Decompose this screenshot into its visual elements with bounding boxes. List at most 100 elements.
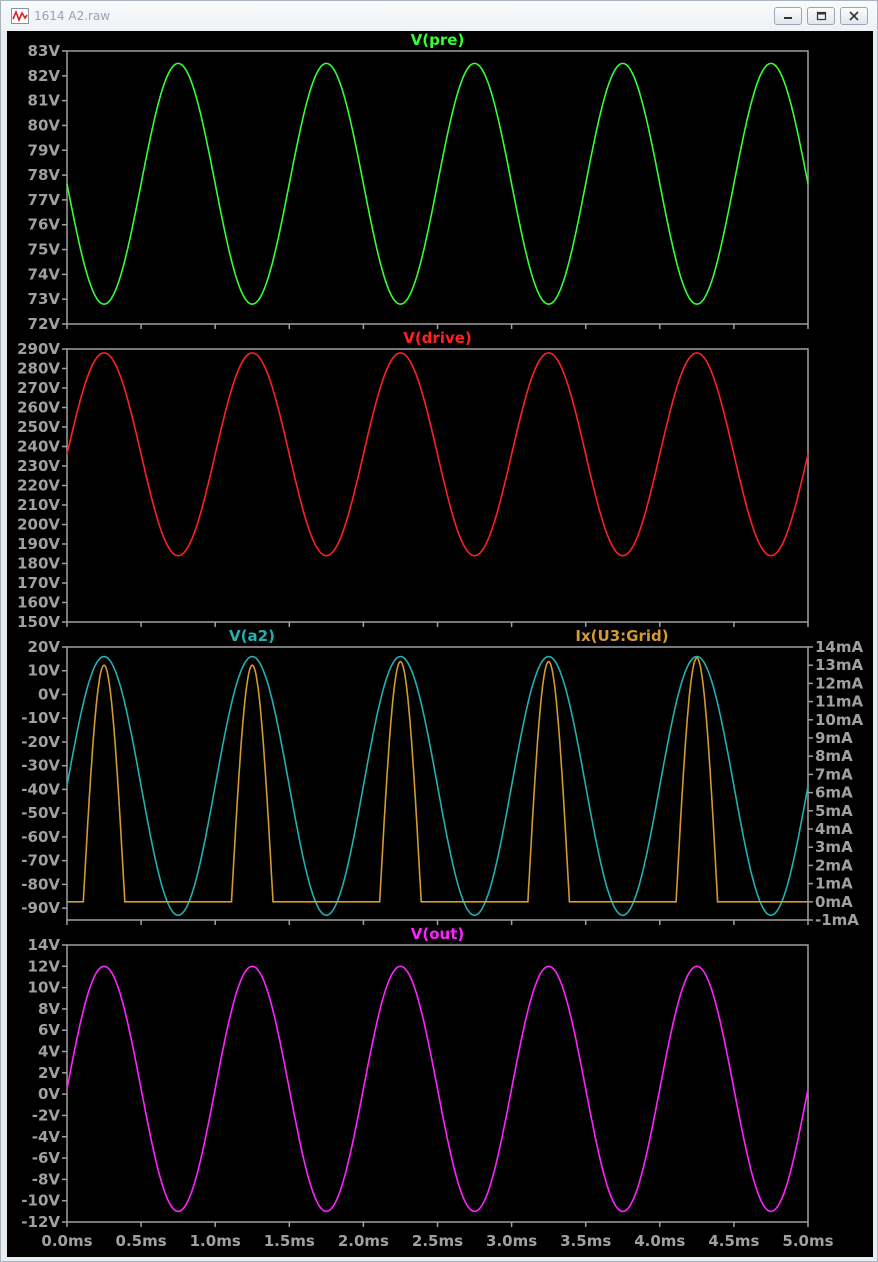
- y-tick-label: -6V: [32, 1149, 61, 1167]
- y-tick-label: -30V: [21, 757, 60, 775]
- window-title: 1614 A2.raw: [34, 9, 111, 23]
- minimize-button[interactable]: [774, 7, 802, 25]
- x-tick-label: 1.5ms: [264, 1232, 315, 1250]
- close-icon: [849, 11, 859, 21]
- y-tick-label: 10V: [28, 979, 61, 997]
- y2-tick-label: -1mA: [815, 911, 859, 929]
- y-tick-label: 8V: [38, 1000, 60, 1018]
- y-tick-label: 75V: [28, 241, 61, 259]
- x-tick-label: 4.5ms: [708, 1232, 759, 1250]
- y-tick-label: -80V: [21, 875, 60, 893]
- y-tick-label: 76V: [28, 216, 61, 234]
- panel-title: V(drive): [403, 329, 472, 347]
- y-tick-label: 78V: [28, 166, 61, 184]
- y-tick-label: 83V: [28, 42, 61, 60]
- minimize-icon: [784, 17, 792, 19]
- plot-frame-2: [66, 348, 809, 623]
- series-line-ix-u3-grid-: [67, 656, 808, 903]
- y2-tick-label: 6mA: [815, 784, 853, 802]
- y-tick-label: 280V: [17, 360, 60, 378]
- y-tick-label: 150V: [17, 613, 60, 631]
- close-button[interactable]: [840, 7, 868, 25]
- y-tick-label: 170V: [17, 574, 60, 592]
- restore-icon: [816, 11, 827, 21]
- y2-tick-label: 13mA: [815, 656, 864, 674]
- x-tick-label: 0.5ms: [116, 1232, 167, 1250]
- series-line-v-pre-: [66, 62, 809, 305]
- y-tick-label: -2V: [32, 1106, 61, 1124]
- waveform-app-icon: [11, 8, 29, 24]
- x-tick-label: 2.0ms: [338, 1232, 389, 1250]
- y-tick-label: 79V: [28, 141, 61, 159]
- panel-title: V(pre): [411, 31, 465, 49]
- y-tick-label: 0V: [38, 1085, 60, 1103]
- y-tick-label: 74V: [28, 265, 61, 283]
- y-tick-label: 210V: [17, 496, 60, 514]
- y-tick-label: 6V: [38, 1021, 60, 1039]
- y2-tick-label: 2mA: [815, 856, 853, 874]
- y-tick-label: 290V: [17, 340, 60, 358]
- y-tick-label: 80V: [28, 116, 61, 134]
- y-tick-label: -12V: [21, 1213, 60, 1231]
- title-bar[interactable]: 1614 A2.raw: [1, 1, 877, 31]
- y-tick-label: 200V: [17, 516, 60, 534]
- y-tick-label: -8V: [32, 1170, 61, 1188]
- y-tick-label: 72V: [28, 315, 61, 333]
- x-tick-label: 1.0ms: [190, 1232, 241, 1250]
- series-line-v-drive-: [66, 352, 809, 557]
- x-tick-label: 4.0ms: [634, 1232, 685, 1250]
- restore-button[interactable]: [807, 7, 835, 25]
- y2-tick-label: 5mA: [815, 802, 853, 820]
- plot-area[interactable]: [7, 31, 873, 1257]
- y-tick-label: 10V: [28, 662, 61, 680]
- y-tick-label: -40V: [21, 780, 60, 798]
- x-tick-label: 5.0ms: [782, 1232, 833, 1250]
- series-legend-label: Ix(U3:Grid): [575, 627, 668, 645]
- y-tick-label: 77V: [28, 191, 61, 209]
- y-tick-label: 4V: [38, 1043, 60, 1061]
- y-tick-label: 230V: [17, 457, 60, 475]
- y2-tick-label: 0mA: [815, 893, 853, 911]
- y2-tick-label: 10mA: [815, 711, 864, 729]
- y-tick-label: 190V: [17, 535, 60, 553]
- y-tick-label: 270V: [17, 379, 60, 397]
- y-tick-label: 20V: [28, 638, 61, 656]
- y-tick-label: -50V: [21, 804, 60, 822]
- y-tick-label: 250V: [17, 418, 60, 436]
- x-tick-label: 3.5ms: [560, 1232, 611, 1250]
- y-tick-label: -4V: [32, 1128, 61, 1146]
- plot-frame-4: [66, 944, 809, 1223]
- y-tick-label: 14V: [28, 936, 61, 954]
- y-tick-label: 12V: [28, 957, 61, 975]
- y2-tick-label: 7mA: [815, 765, 853, 783]
- y-tick-label: -90V: [21, 899, 60, 917]
- y-tick-label: 0V: [38, 685, 60, 703]
- y-tick-label: -10V: [21, 1192, 60, 1210]
- series-line-v-out-: [66, 965, 809, 1213]
- y2-tick-label: 8mA: [815, 747, 853, 765]
- y-tick-label: 81V: [28, 92, 61, 110]
- y2-tick-label: 9mA: [815, 729, 853, 747]
- x-tick-label: 0.0ms: [41, 1232, 92, 1250]
- series-legend-label: V(a2): [229, 627, 275, 645]
- y-tick-label: -70V: [21, 852, 60, 870]
- y-tick-label: 160V: [17, 594, 60, 612]
- y2-tick-label: 4mA: [815, 820, 853, 838]
- y-tick-label: 220V: [17, 477, 60, 495]
- y-tick-label: 240V: [17, 438, 60, 456]
- y-tick-label: -60V: [21, 828, 60, 846]
- series-line-v-a2-: [66, 655, 809, 917]
- x-tick-label: 2.5ms: [412, 1232, 463, 1250]
- y-tick-label: 2V: [38, 1064, 60, 1082]
- y-tick-label: 73V: [28, 290, 61, 308]
- y2-tick-label: 3mA: [815, 838, 853, 856]
- panel-title: V(out): [411, 925, 464, 943]
- y2-tick-label: 1mA: [815, 875, 853, 893]
- y-tick-label: 260V: [17, 399, 60, 417]
- x-tick-label: 3.0ms: [486, 1232, 537, 1250]
- y-tick-label: -10V: [21, 709, 60, 727]
- y2-tick-label: 11mA: [815, 693, 864, 711]
- y-tick-label: -20V: [21, 733, 60, 751]
